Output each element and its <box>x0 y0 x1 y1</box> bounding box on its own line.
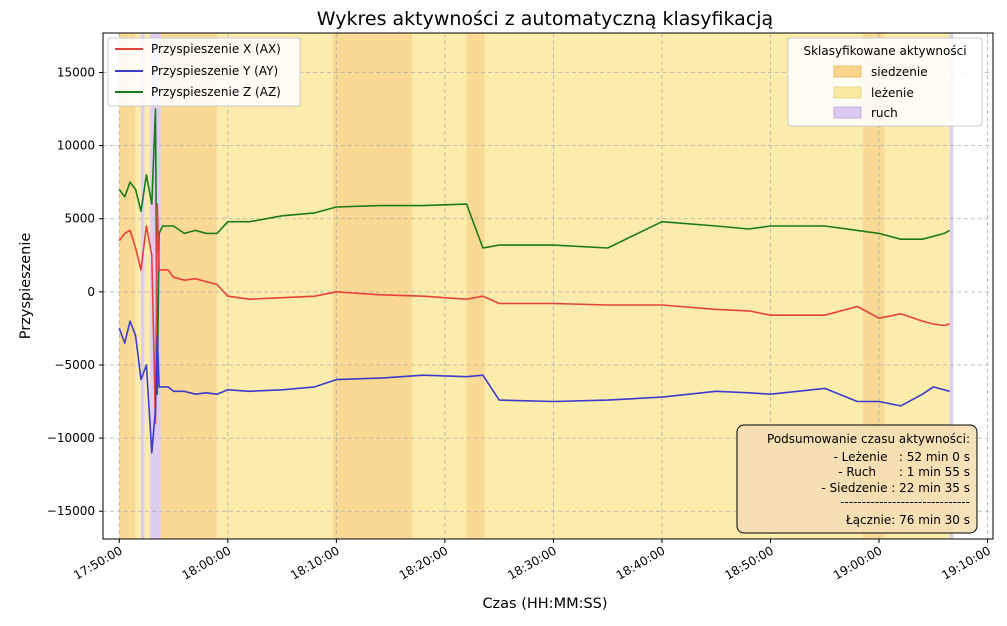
y-axis-label: Przyspieszenie <box>18 233 34 340</box>
x-tick-label: 19:10:00 <box>939 543 993 582</box>
plot-frame <box>102 32 994 540</box>
activity-band-4 <box>150 33 161 539</box>
legend-label-siedzenie: siedzenie <box>871 65 928 79</box>
series-line-0 <box>118 203 950 425</box>
legend-swatch-lezenie <box>833 86 862 99</box>
activity-band-9 <box>466 33 485 539</box>
activity-band-6 <box>216 33 333 539</box>
legend-label-ax: Przyspieszenie X (AX) <box>151 42 281 56</box>
activity-band-13 <box>949 33 954 539</box>
legend-swatch-siedzenie <box>833 65 862 78</box>
series-line-2 <box>118 108 950 396</box>
legend-label-ay: Przyspieszenie Y (AY) <box>151 64 278 78</box>
legend-label-lezenie: leżenie <box>871 86 914 100</box>
x-axis-ticks: 17:50:00 18:00:00 18:10:00 18:20:00 18:30:00… <box>71 539 993 583</box>
summary-line-ruch: - Ruch : 1 min 55 s <box>838 465 970 479</box>
summary-box: Podsumowanie czasu aktywności: - Leżenie… <box>736 424 978 534</box>
y-tick-label: −10000 <box>47 431 95 445</box>
y-tick-label: 15000 <box>57 65 95 79</box>
activity-band-1 <box>135 33 141 539</box>
x-tick-label: 18:20:00 <box>397 543 451 582</box>
y-axis-ticks: 15000 10000 5000 0 −5000 −10000 −15000 <box>47 65 103 518</box>
series-line-1 <box>118 320 950 454</box>
activity-band-8 <box>412 33 467 539</box>
activity-legend: Sklasyfikowane aktywności siedzenie leże… <box>787 37 983 127</box>
y-tick-label: −5000 <box>54 358 95 372</box>
x-tick-label: 18:50:00 <box>722 543 776 582</box>
x-axis-label: Czas (HH:MM:SS) <box>482 596 607 612</box>
legend-swatch-ruch <box>833 106 862 119</box>
activity-band-5 <box>160 33 217 539</box>
summary-line-siedzenie: - Siedzenie : 22 min 35 s <box>821 481 970 495</box>
activity-band-0 <box>119 33 136 539</box>
legend-label-ruch: ruch <box>871 106 898 120</box>
legend-label-az: Przyspieszenie Z (AZ) <box>151 85 281 99</box>
summary-separator: ------------------------------ <box>840 495 970 509</box>
activity-legend-title: Sklasyfikowane aktywności <box>803 44 966 58</box>
x-tick-label: 18:10:00 <box>288 543 342 582</box>
data-lines <box>118 108 950 454</box>
x-tick-label: 17:50:00 <box>71 543 125 582</box>
y-tick-label: −15000 <box>47 504 95 518</box>
series-legend: Przyspieszenie X (AX) Przyspieszenie Y (… <box>107 37 301 107</box>
activity-band-2 <box>140 33 145 539</box>
y-tick-label: 0 <box>87 285 95 299</box>
activity-bands <box>119 33 954 539</box>
x-tick-label: 18:30:00 <box>505 543 559 582</box>
summary-line-lezenie: - Leżenie : 52 min 0 s <box>833 450 970 464</box>
y-tick-label: 5000 <box>64 212 95 226</box>
chart-title: Wykres aktywności z automatyczną klasyfi… <box>317 8 773 30</box>
summary-title: Podsumowanie czasu aktywności: <box>767 432 970 446</box>
x-tick-label: 18:40:00 <box>614 543 668 582</box>
activity-band-7 <box>332 33 413 539</box>
x-tick-label: 18:00:00 <box>180 543 234 582</box>
summary-total: Łącznie: 76 min 30 s <box>845 513 970 527</box>
y-tick-label: 10000 <box>57 139 95 153</box>
x-tick-label: 19:00:00 <box>831 543 885 582</box>
activity-band-3 <box>144 33 151 539</box>
